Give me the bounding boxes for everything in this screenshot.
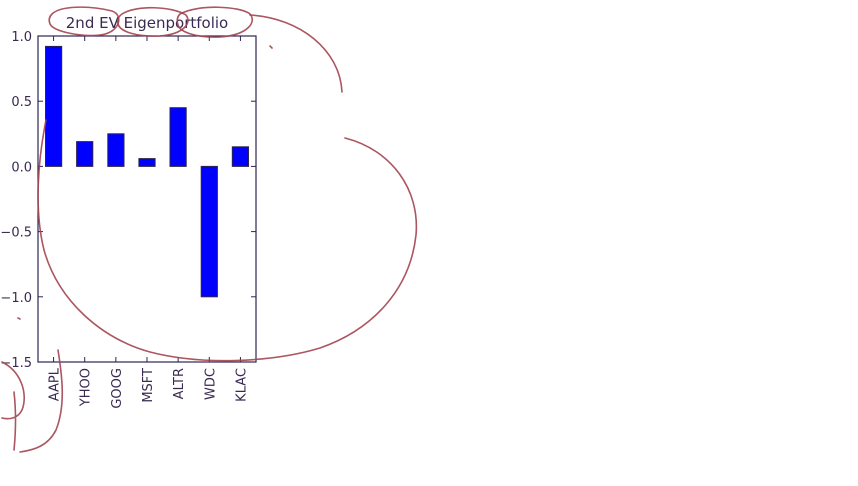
axes-frame [37, 35, 257, 363]
x-tick-label-msft: MSFT [141, 368, 156, 403]
x-tick-label-wdc: WDC [203, 368, 218, 400]
y-tick-label: 0.0 [11, 160, 32, 175]
y-tick-label: 0.5 [11, 95, 32, 110]
x-tick-label-aapl: AAPL [48, 367, 63, 401]
bar-aapl [45, 45, 63, 167]
bar-wdc [200, 165, 218, 298]
y-tick-label: −1.5 [0, 356, 32, 371]
ink-circle-portfolio [176, 6, 253, 38]
ink-tick-mark [269, 45, 273, 49]
handwritten-annotations [1, 6, 418, 453]
ink-left-bracket [1, 361, 26, 451]
y-tick-label: 1.0 [11, 30, 32, 45]
x-tick-label-klac: KLAC [234, 368, 249, 402]
ink-circle-2nd [48, 6, 120, 37]
ink-big-loop [37, 14, 418, 362]
plot-area: 1.0 0.5 0.0 −0.5 −1.0 −1.5 AAPL YHOO GOOG MSFT ALT… [0, 30, 257, 409]
ink-left-stroke [19, 349, 64, 453]
bar-msft [138, 158, 156, 167]
y-tick-label: −1.0 [0, 291, 32, 306]
x-tick-label-yhoo: YHOO [79, 368, 94, 407]
y-tick-label: −0.5 [0, 226, 32, 241]
ink-circle-eigen [116, 6, 189, 37]
chart-title: 2nd EV Eigenportfolio [66, 14, 228, 32]
bar-goog [107, 133, 125, 167]
bar-yhoo [76, 141, 94, 167]
x-tick-label-altr: ALTR [172, 368, 187, 399]
bar-klac [231, 146, 250, 167]
x-tick-label-goog: GOOG [110, 368, 125, 409]
bar-altr [169, 107, 187, 167]
ink-dot [17, 317, 21, 320]
